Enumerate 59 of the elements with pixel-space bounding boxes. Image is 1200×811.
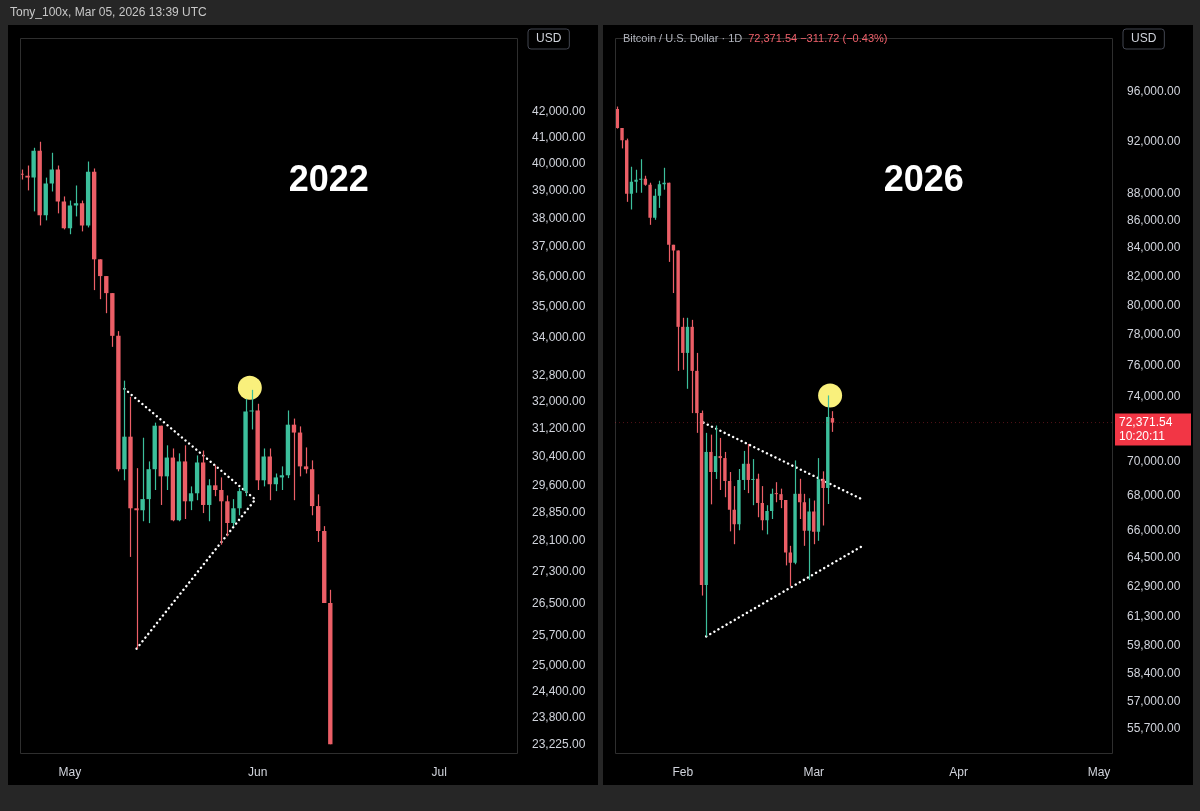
y-tick-label: 55,700.00 (1127, 721, 1181, 736)
y-tick-label: 84,000.00 (1127, 240, 1181, 255)
y-tick-label: 96,000.00 (1127, 84, 1181, 99)
y-axis-title: USD (536, 31, 562, 46)
y-tick-label: 31,200.00 (532, 421, 586, 436)
y-tick-label: 62,900.00 (1127, 579, 1181, 594)
y-tick-label: 68,000.00 (1127, 487, 1181, 502)
y-tick-label: 82,000.00 (1127, 268, 1181, 283)
y-tick-label: 35,000.00 (532, 298, 586, 313)
y-tick-label: 25,000.00 (532, 657, 586, 672)
chart-subtitle: Bitcoin / U.S. Dollar · 1D (623, 32, 743, 45)
y-tick-label: 27,300.00 (532, 563, 586, 578)
y-tick-label: 61,300.00 (1127, 609, 1181, 624)
y-tick-label: 70,000.00 (1127, 453, 1181, 468)
x-tick-label: May (1087, 765, 1111, 780)
text: Tony_100x, Mar 05, 2026 13:39 UTC (10, 5, 207, 19)
y-tick-label: 32,800.00 (532, 368, 586, 383)
y-tick-label: 58,400.00 (1127, 666, 1181, 680)
y-tick-label: 40,000.00 (532, 156, 586, 171)
y-tick-label: 24,400.00 (532, 683, 586, 698)
y-tick-label: 39,000.00 (532, 183, 586, 198)
x-tick-label: Feb (672, 765, 694, 780)
x-tick-label: Jun (247, 765, 268, 780)
y-tick-label: 66,000.00 (1127, 522, 1181, 537)
y-tick-label: 34,000.00 (532, 329, 586, 344)
y-tick-label: 92,000.00 (1127, 133, 1181, 148)
y-tick-label: 28,100.00 (532, 533, 586, 548)
y-tick-label: 80,000.00 (1127, 297, 1181, 312)
y-tick-label: 30,400.00 (532, 449, 586, 464)
y-tick-label: 57,000.00 (1127, 694, 1181, 709)
y-tick-label: 42,000.00 (532, 104, 586, 119)
x-tick-label: Apr (949, 765, 969, 780)
y-tick-label: 64,500.00 (1127, 549, 1181, 564)
y-tick-label: 28,850.00 (532, 505, 586, 520)
text: 2022 (288, 158, 369, 200)
y-tick-label: 25,700.00 (532, 628, 586, 643)
y-tick-label: 74,000.00 (1127, 388, 1181, 403)
y-tick-label: 32,000.00 (532, 394, 586, 409)
y-tick-label: 78,000.00 (1127, 327, 1181, 342)
y-axis-title: USD (1131, 31, 1157, 46)
annotation: 72,371.54 −311.72 (−0.43%) (748, 32, 888, 45)
y-tick-label: 86,000.00 (1127, 212, 1181, 227)
y-tick-label: 29,600.00 (532, 477, 586, 492)
y-tick-label: 26,500.00 (532, 595, 586, 610)
x-tick-label: Jul (431, 765, 447, 780)
x-tick-label: Mar (803, 765, 825, 780)
text: 10:20:11 (1119, 428, 1166, 443)
y-tick-label: 88,000.00 (1127, 186, 1181, 200)
x-tick-label: May (58, 765, 82, 780)
y-tick-label: 23,800.00 (532, 710, 586, 725)
y-tick-label: 41,000.00 (532, 129, 586, 144)
y-tick-label: 76,000.00 (1127, 357, 1181, 372)
y-tick-label: 37,000.00 (532, 239, 586, 254)
y-tick-label: 23,225.00 (532, 736, 586, 751)
y-tick-label: 59,800.00 (1127, 638, 1181, 653)
ref-line-label: 72,371.54 (1119, 414, 1173, 429)
y-tick-label: 36,000.00 (532, 268, 586, 283)
y-tick-label: 38,000.00 (532, 210, 586, 225)
text: 2026 (883, 158, 964, 200)
